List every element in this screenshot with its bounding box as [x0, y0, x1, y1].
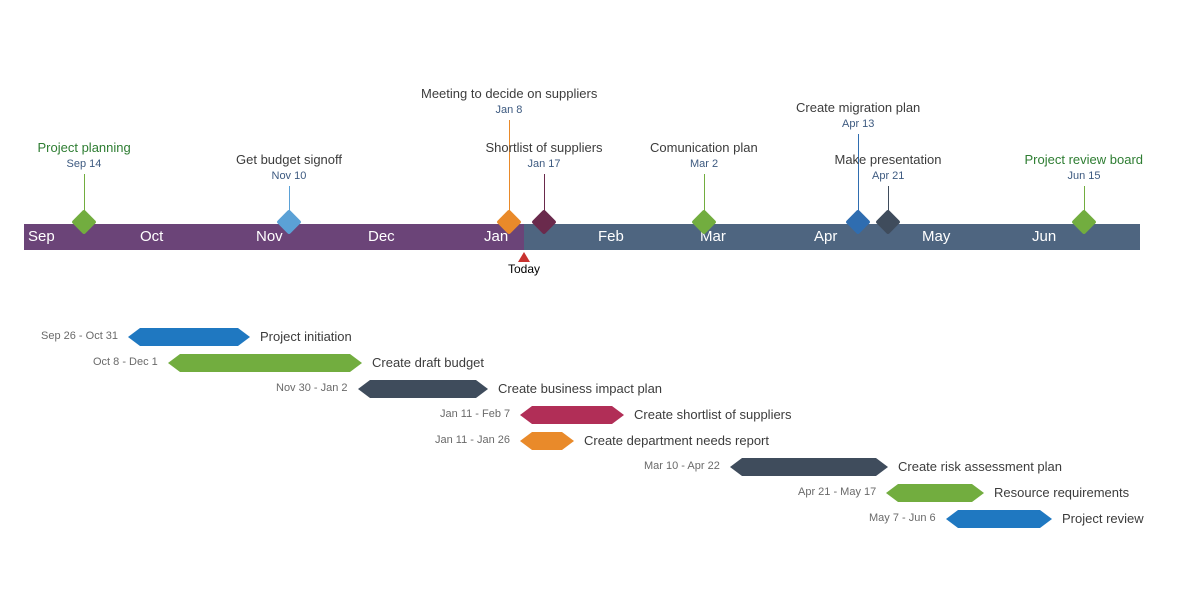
milestone-title: Project planning: [38, 140, 131, 155]
milestone-title: Meeting to decide on suppliers: [421, 86, 597, 101]
task-range: Sep 26 - Oct 31: [41, 330, 118, 342]
milestone-title: Shortlist of suppliers: [486, 140, 603, 155]
milestone-leader: [509, 120, 510, 212]
today-marker-icon: [518, 252, 530, 262]
task-bar: [730, 458, 888, 476]
task-name: Project review: [1062, 511, 1144, 526]
milestone-leader: [858, 134, 859, 212]
milestone-leader: [544, 174, 545, 212]
milestone-leader: [84, 174, 85, 212]
milestone-title: Comunication plan: [650, 140, 758, 155]
milestone-date: Apr 13: [842, 118, 874, 130]
milestone-leader: [704, 174, 705, 212]
milestone-title: Project review board: [1025, 152, 1144, 167]
task-bar: [520, 432, 574, 450]
milestone-date: Jan 17: [528, 158, 561, 170]
milestone-leader: [888, 186, 889, 212]
month-label: Nov: [256, 228, 283, 245]
milestone-leader: [289, 186, 290, 212]
milestone-leader: [1084, 186, 1085, 212]
milestone-date: Nov 10: [272, 170, 307, 182]
milestone-date: Sep 14: [67, 158, 102, 170]
task-bar: [128, 328, 250, 346]
task-range: Nov 30 - Jan 2: [276, 382, 348, 394]
task-range: Jan 11 - Feb 7: [440, 408, 510, 420]
milestone-title: Get budget signoff: [236, 152, 342, 167]
task-bar: [520, 406, 624, 424]
milestone-date: Jun 15: [1068, 170, 1101, 182]
task-bar: [886, 484, 984, 502]
task-name: Create draft budget: [372, 355, 484, 370]
milestone-date: Apr 21: [872, 170, 904, 182]
month-label: Jun: [1032, 228, 1056, 245]
task-range: Apr 21 - May 17: [798, 486, 876, 498]
month-label: Feb: [598, 228, 624, 245]
milestone-title: Make presentation: [835, 152, 942, 167]
month-label: Oct: [140, 228, 163, 245]
task-bar: [358, 380, 488, 398]
task-bar: [946, 510, 1052, 528]
task-name: Create department needs report: [584, 433, 769, 448]
milestone-title: Create migration plan: [796, 100, 920, 115]
milestone-date: Jan 8: [496, 104, 523, 116]
task-range: Jan 11 - Jan 26: [435, 434, 510, 446]
month-label: Dec: [368, 228, 395, 245]
task-range: Mar 10 - Apr 22: [644, 460, 720, 472]
task-bar: [168, 354, 362, 372]
task-name: Project initiation: [260, 329, 352, 344]
month-label: Sep: [28, 228, 55, 245]
month-label: Apr: [814, 228, 837, 245]
today-label: Today: [508, 262, 540, 276]
task-range: May 7 - Jun 6: [869, 512, 936, 524]
month-label: May: [922, 228, 950, 245]
milestone-date: Mar 2: [690, 158, 718, 170]
task-range: Oct 8 - Dec 1: [93, 356, 158, 368]
task-name: Resource requirements: [994, 485, 1129, 500]
task-name: Create shortlist of suppliers: [634, 407, 792, 422]
task-name: Create risk assessment plan: [898, 459, 1062, 474]
task-name: Create business impact plan: [498, 381, 662, 396]
